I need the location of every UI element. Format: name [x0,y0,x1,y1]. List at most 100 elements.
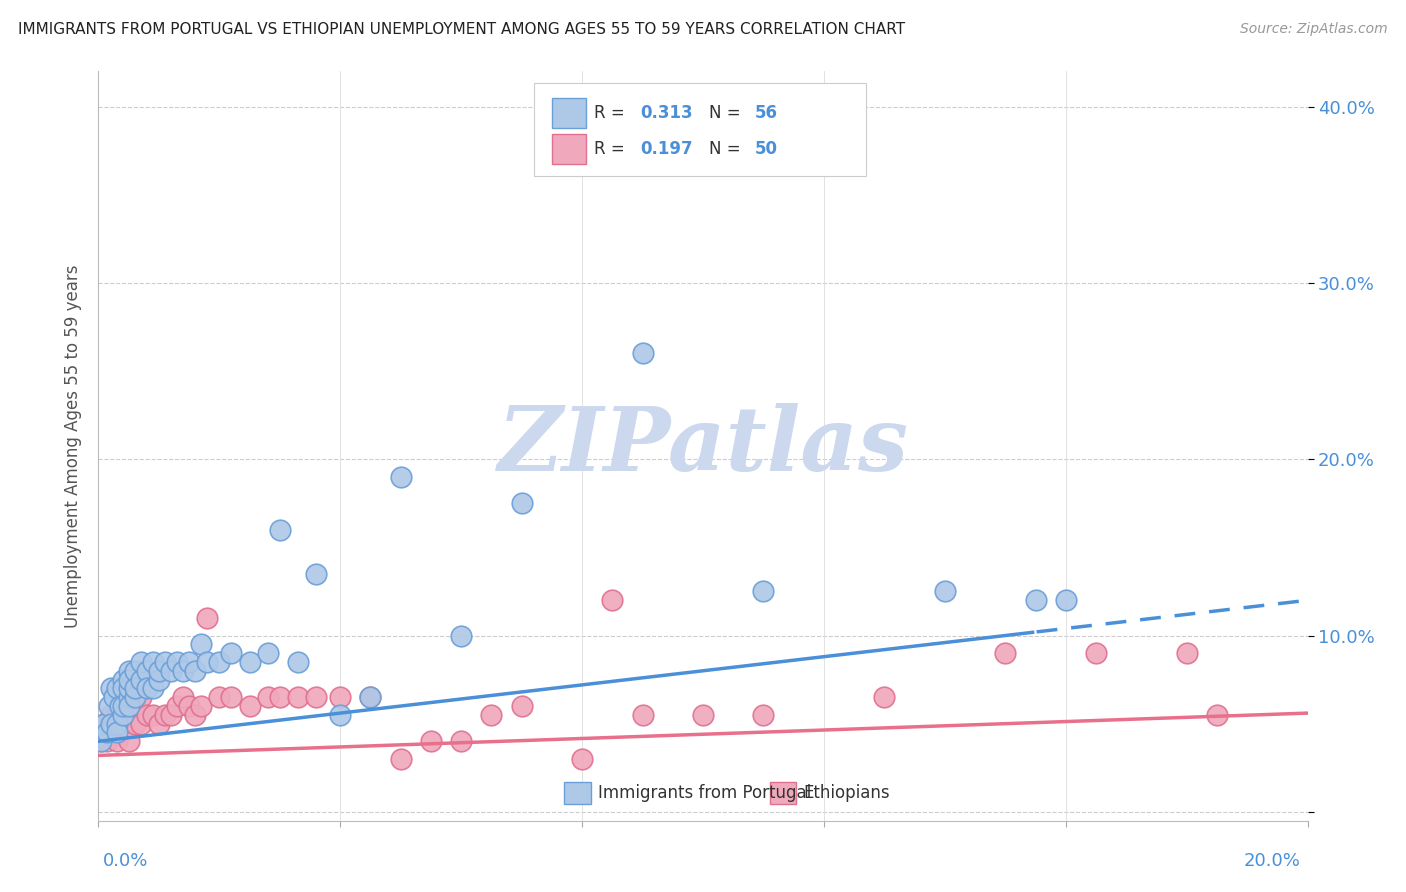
Text: 20.0%: 20.0% [1244,852,1301,870]
Point [510,699,533,714]
Point [1054,593,1077,607]
Point [166,655,188,669]
Point [1085,646,1108,660]
Point [105,716,128,731]
Point [256,646,278,660]
Text: 0.0%: 0.0% [103,852,148,870]
Point [571,752,593,766]
Text: ZIPatlas: ZIPatlas [498,403,908,489]
Point [389,752,412,766]
Point [287,655,309,669]
Point [118,681,141,696]
Point [98,699,121,714]
Point [221,646,243,660]
Point [118,673,141,687]
Point [752,584,775,599]
Point [105,725,128,739]
Point [135,681,157,696]
Point [179,655,201,669]
Point [111,707,134,722]
Point [148,716,170,731]
Text: Ethiopians: Ethiopians [803,784,890,802]
Point [100,707,122,722]
Text: IMMIGRANTS FROM PORTUGAL VS ETHIOPIAN UNEMPLOYMENT AMONG AGES 55 TO 59 YEARS COR: IMMIGRANTS FROM PORTUGAL VS ETHIOPIAN UN… [18,22,905,37]
Point [124,716,146,731]
Point [450,628,472,642]
Point [269,523,291,537]
Point [172,664,194,678]
Point [256,690,278,705]
Text: N =: N = [709,103,747,121]
Point [142,655,165,669]
Point [111,673,134,687]
Point [103,690,125,705]
Point [510,496,533,510]
Point [142,681,165,696]
Point [148,664,170,678]
Point [118,664,141,678]
Point [142,707,165,722]
Text: 50: 50 [755,139,778,158]
Point [239,655,262,669]
Text: N =: N = [709,139,747,158]
Point [96,734,118,748]
Point [135,707,157,722]
Point [100,725,122,739]
Point [329,707,352,722]
Point [160,664,183,678]
Point [124,699,146,714]
Point [190,699,212,714]
Text: Immigrants from Portugal: Immigrants from Portugal [598,784,811,802]
Point [118,707,141,722]
Point [221,690,243,705]
Point [111,681,134,696]
Text: 56: 56 [755,103,778,121]
Point [93,716,115,731]
Point [124,664,146,678]
Point [184,707,207,722]
Point [208,655,231,669]
Point [129,673,152,687]
Point [124,690,146,705]
Point [118,699,141,714]
FancyBboxPatch shape [564,781,591,805]
Point [190,637,212,651]
Point [752,707,775,722]
Point [873,690,896,705]
Text: 0.313: 0.313 [640,103,693,121]
Point [93,716,115,731]
Point [100,681,122,696]
Point [239,699,262,714]
Point [481,707,503,722]
Point [118,734,141,748]
Point [172,690,194,705]
Point [111,699,134,714]
Point [153,655,176,669]
Point [360,690,382,705]
Point [129,716,152,731]
FancyBboxPatch shape [551,97,586,128]
Point [105,681,128,696]
Point [111,707,134,722]
Point [305,566,328,581]
Point [135,664,157,678]
Point [105,707,128,722]
Point [1206,707,1229,722]
Point [692,707,714,722]
Point [287,690,309,705]
Point [129,690,152,705]
FancyBboxPatch shape [534,83,866,177]
Text: R =: R = [595,103,630,121]
Point [105,734,128,748]
Point [195,611,218,625]
Point [360,690,382,705]
Point [208,690,231,705]
Point [631,346,654,360]
Point [124,681,146,696]
Point [934,584,956,599]
Text: R =: R = [595,139,630,158]
Point [111,716,134,731]
Point [160,707,183,722]
Point [450,734,472,748]
Point [195,655,218,669]
